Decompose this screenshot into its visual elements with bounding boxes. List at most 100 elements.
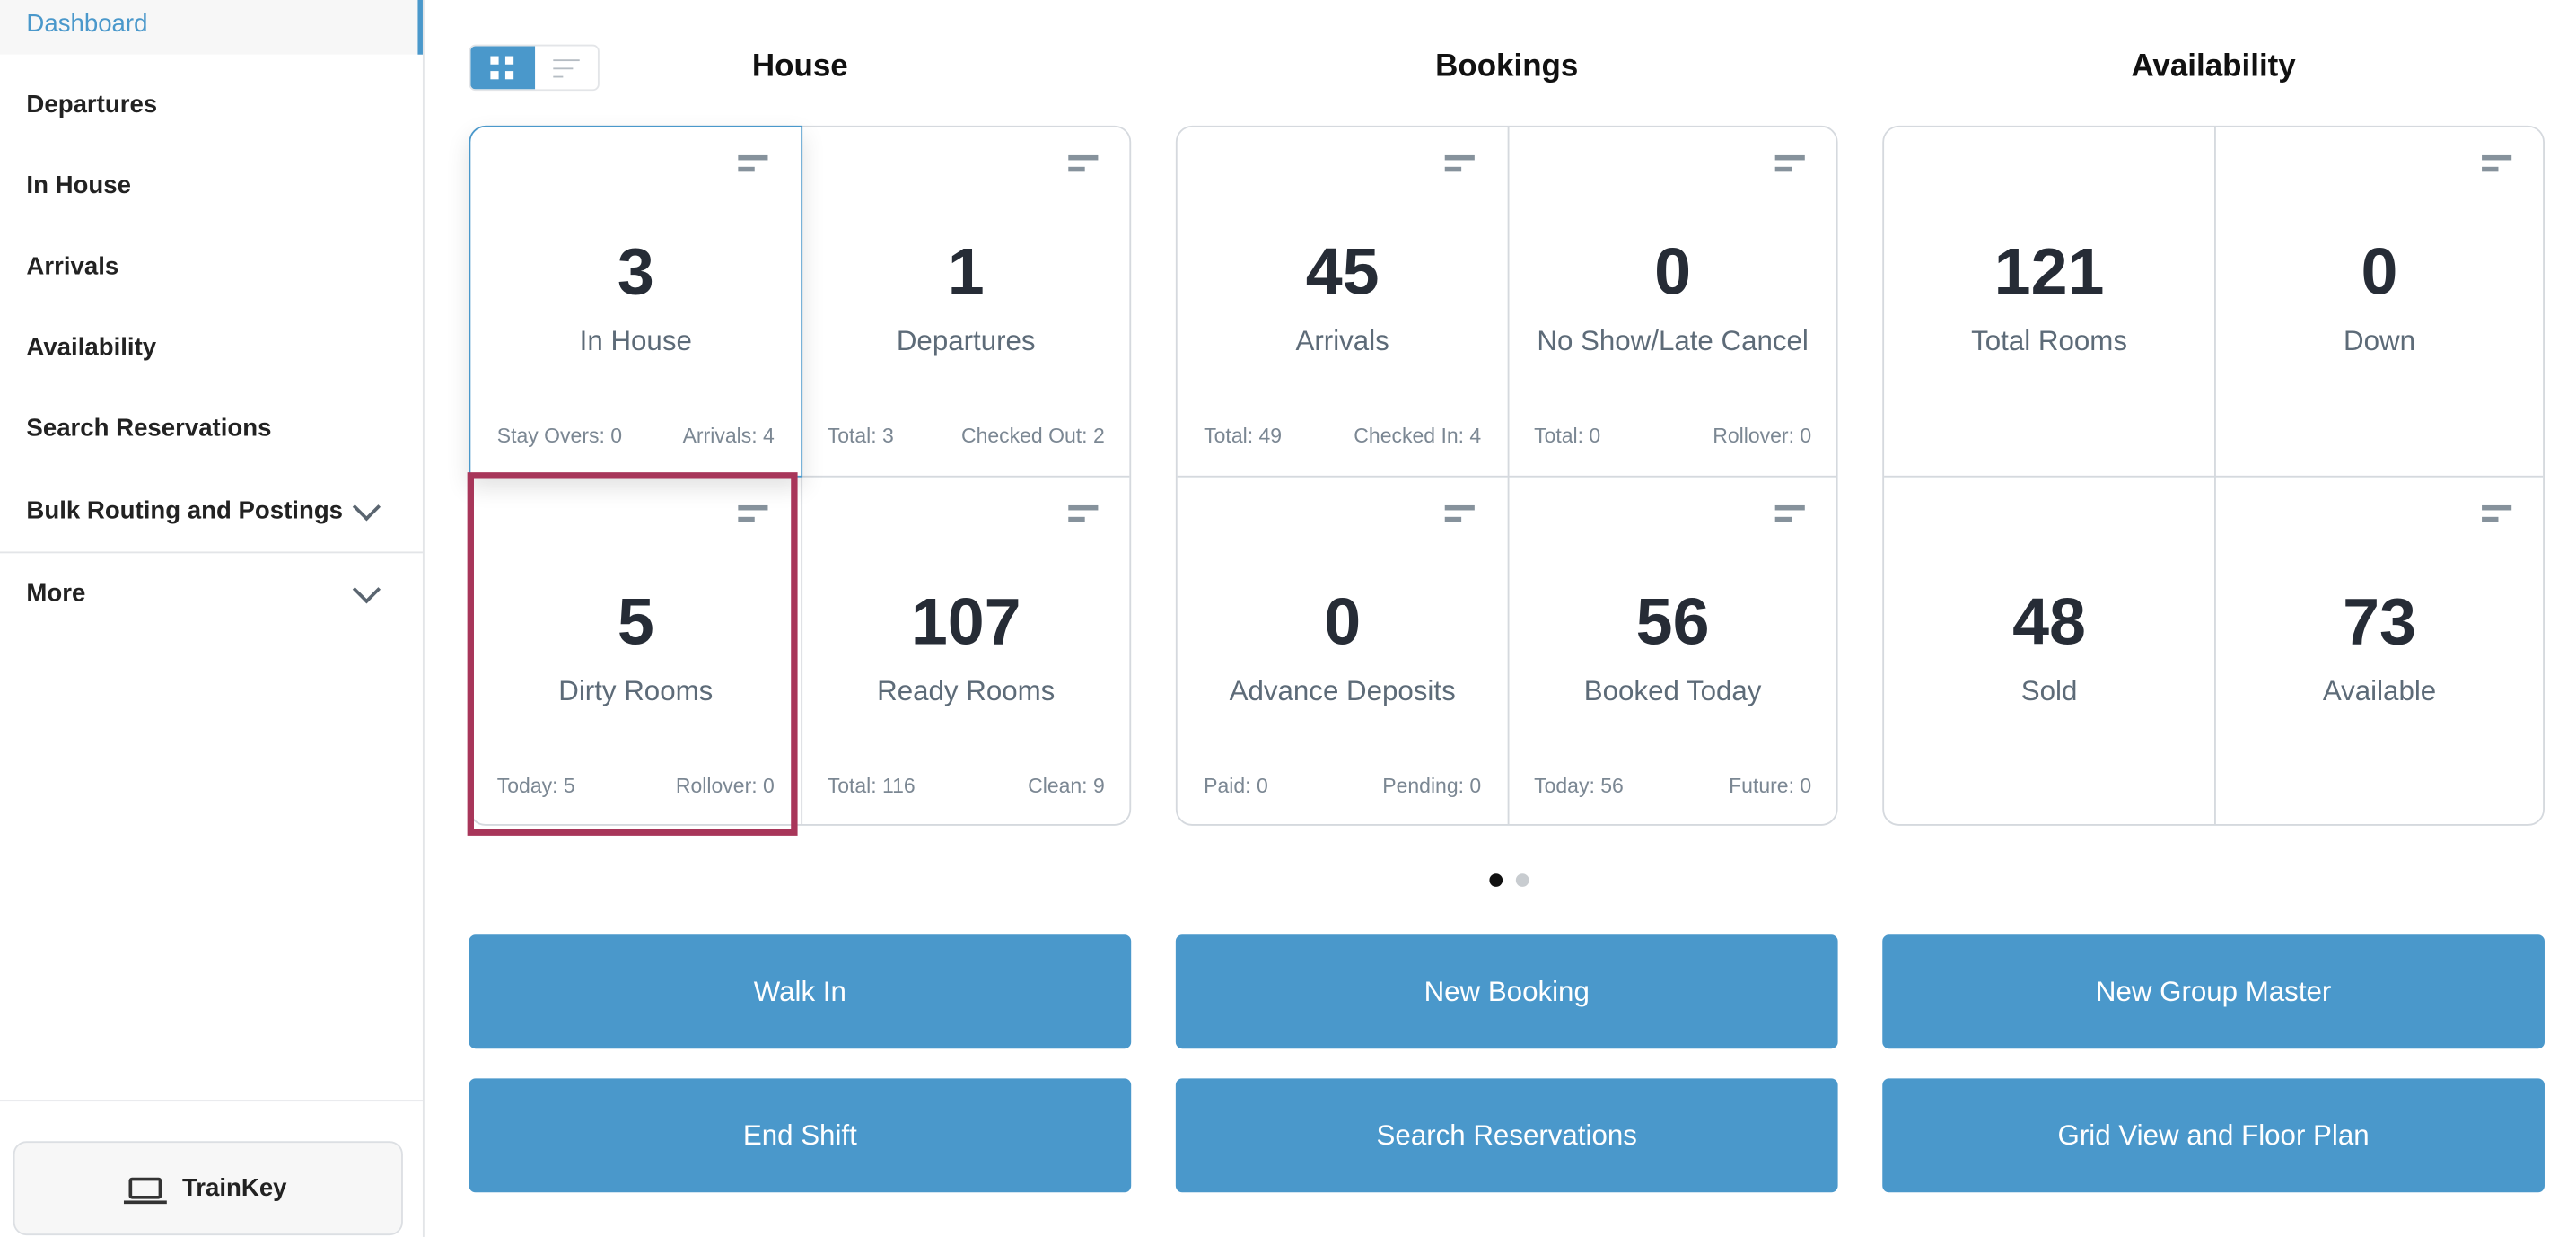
card-footer-right: Checked Out: 2 — [960, 424, 1105, 448]
card-sold[interactable]: 48 Sold — [1884, 478, 2214, 828]
sidebar-item-availability[interactable]: Availability — [0, 315, 423, 378]
card-footer-left: Stay Overs: 0 — [496, 424, 623, 448]
card-label: Dirty Rooms — [558, 675, 714, 707]
card-value: 73 — [2343, 586, 2416, 660]
card-value: 0 — [1324, 586, 1362, 660]
grid-view-button[interactable] — [470, 46, 535, 90]
card-footer-left: Total: 0 — [1534, 424, 1601, 448]
bookings-group: 45 Arrivals Total: 49 Checked In: 4 0 No… — [1175, 125, 1838, 828]
menu-icon[interactable] — [738, 504, 768, 522]
chevron-down-icon — [352, 575, 381, 604]
card-value: 3 — [617, 236, 654, 310]
pager-dot[interactable] — [1515, 873, 1529, 887]
sidebar-item-dashboard[interactable]: Dashboard — [0, 0, 423, 55]
card-arrivals[interactable]: 45 Arrivals Total: 49 Checked In: 4 — [1178, 127, 1508, 478]
pager-dot-active[interactable] — [1489, 873, 1503, 887]
menu-icon[interactable] — [2482, 154, 2512, 172]
card-dirty-rooms[interactable]: 5 Dirty Rooms Today: 5 Rollover: 0 — [470, 478, 801, 828]
sidebar-item-search-reservations[interactable]: Search Reservations — [0, 397, 423, 460]
card-footer-right: Future: 0 — [1729, 774, 1812, 798]
card-value: 121 — [1993, 236, 2105, 310]
card-value: 0 — [2361, 236, 2398, 310]
divider — [0, 1100, 423, 1102]
sidebar-item-in-house[interactable]: In House — [0, 154, 423, 216]
card-footer-right: Rollover: 0 — [675, 774, 775, 798]
card-in-house[interactable]: 3 In House Stay Overs: 0 Arrivals: 4 — [469, 125, 803, 478]
card-advance-deposits[interactable]: 0 Advance Deposits Paid: 0 Pending: 0 — [1178, 478, 1508, 828]
menu-icon[interactable] — [1774, 504, 1805, 522]
card-footer-left: Paid: 0 — [1204, 774, 1268, 798]
menu-icon[interactable] — [1068, 504, 1099, 522]
card-label: Sold — [2020, 675, 2078, 707]
list-view-button[interactable] — [534, 47, 598, 90]
sidebar-item-bulk-routing[interactable]: Bulk Routing and Postings — [0, 479, 423, 542]
card-departures[interactable]: 1 Departures Total: 3 Checked Out: 2 — [801, 127, 1131, 478]
divider — [0, 551, 423, 554]
label: Arrivals — [26, 251, 119, 280]
label: More — [26, 578, 86, 608]
menu-icon[interactable] — [2482, 504, 2512, 522]
card-footer-right: Clean: 9 — [1028, 774, 1105, 798]
card-label: Arrivals — [1295, 325, 1389, 357]
card-label: Ready Rooms — [877, 675, 1056, 707]
label: Dashboard — [26, 9, 148, 38]
card-label: Departures — [896, 325, 1036, 357]
section-heading-bookings: Bookings — [1435, 49, 1579, 84]
card-value: 56 — [1635, 586, 1710, 660]
section-heading-house: House — [751, 49, 848, 84]
card-footer-left: Total: 3 — [827, 424, 894, 448]
label: Bulk Routing and Postings — [26, 496, 344, 525]
menu-icon[interactable] — [738, 154, 768, 172]
trainkey-button[interactable]: TrainKey — [13, 1141, 403, 1236]
sidebar-item-departures[interactable]: Departures — [0, 73, 423, 136]
card-label: Total Rooms — [1971, 325, 2127, 357]
house-group: 3 In House Stay Overs: 0 Arrivals: 4 1 D… — [469, 125, 1132, 828]
laptop-icon — [124, 1177, 168, 1205]
card-ready-rooms[interactable]: 107 Ready Rooms Total: 116 Clean: 9 — [801, 478, 1131, 828]
card-footer-left: Today: 56 — [1534, 774, 1624, 798]
menu-icon[interactable] — [1444, 504, 1475, 522]
section-heading-availability: Availability — [2131, 49, 2296, 84]
menu-icon[interactable] — [1774, 154, 1805, 172]
card-value: 1 — [947, 236, 985, 310]
card-footer-left: Total: 116 — [827, 774, 916, 798]
sidebar-item-more[interactable]: More — [0, 561, 423, 624]
card-footer-left: Total: 49 — [1204, 424, 1283, 448]
card-total-rooms[interactable]: 121 Total Rooms — [1884, 127, 2214, 478]
card-label: Down — [2344, 325, 2415, 357]
card-value: 5 — [617, 586, 654, 660]
card-value: 45 — [1305, 236, 1380, 310]
walk-in-button[interactable]: Walk In — [469, 934, 1132, 1049]
card-available[interactable]: 73 Available — [2214, 478, 2545, 828]
sidebar-item-arrivals[interactable]: Arrivals — [0, 234, 423, 297]
card-no-show[interactable]: 0 No Show/Late Cancel Total: 0 Rollover:… — [1508, 127, 1838, 478]
label: Availability — [26, 332, 157, 361]
new-group-master-button[interactable]: New Group Master — [1882, 934, 2545, 1049]
card-label: No Show/Late Cancel — [1537, 325, 1809, 357]
view-toggle — [469, 44, 600, 92]
card-booked-today[interactable]: 56 Booked Today Today: 56 Future: 0 — [1508, 478, 1838, 828]
menu-icon[interactable] — [1068, 154, 1099, 172]
sidebar: Dashboard Departures In House Arrivals A… — [0, 0, 425, 1237]
card-footer-right: Rollover: 0 — [1713, 424, 1812, 448]
card-footer-right: Pending: 0 — [1382, 774, 1482, 798]
grid-view-floor-plan-button[interactable]: Grid View and Floor Plan — [1882, 1078, 2545, 1193]
card-value: 0 — [1654, 236, 1692, 310]
card-footer-right: Arrivals: 4 — [682, 424, 775, 448]
card-value: 48 — [2012, 586, 2087, 660]
end-shift-button[interactable]: End Shift — [469, 1078, 1132, 1193]
card-footer-right: Checked In: 4 — [1354, 424, 1482, 448]
card-label: Advance Deposits — [1229, 675, 1456, 707]
card-label: Booked Today — [1583, 675, 1762, 707]
menu-icon[interactable] — [1444, 154, 1475, 172]
card-value: 107 — [910, 586, 1021, 660]
search-reservations-button[interactable]: Search Reservations — [1175, 1078, 1838, 1193]
label: Search Reservations — [26, 413, 272, 443]
card-footer-left: Today: 5 — [496, 774, 575, 798]
availability-group: 121 Total Rooms 0 Down 48 Sold 73 Availa… — [1882, 125, 2545, 828]
new-booking-button[interactable]: New Booking — [1175, 934, 1838, 1049]
label: Departures — [26, 90, 158, 118]
card-down[interactable]: 0 Down — [2214, 127, 2545, 478]
card-label: Available — [2322, 675, 2437, 707]
label: In House — [26, 171, 131, 199]
